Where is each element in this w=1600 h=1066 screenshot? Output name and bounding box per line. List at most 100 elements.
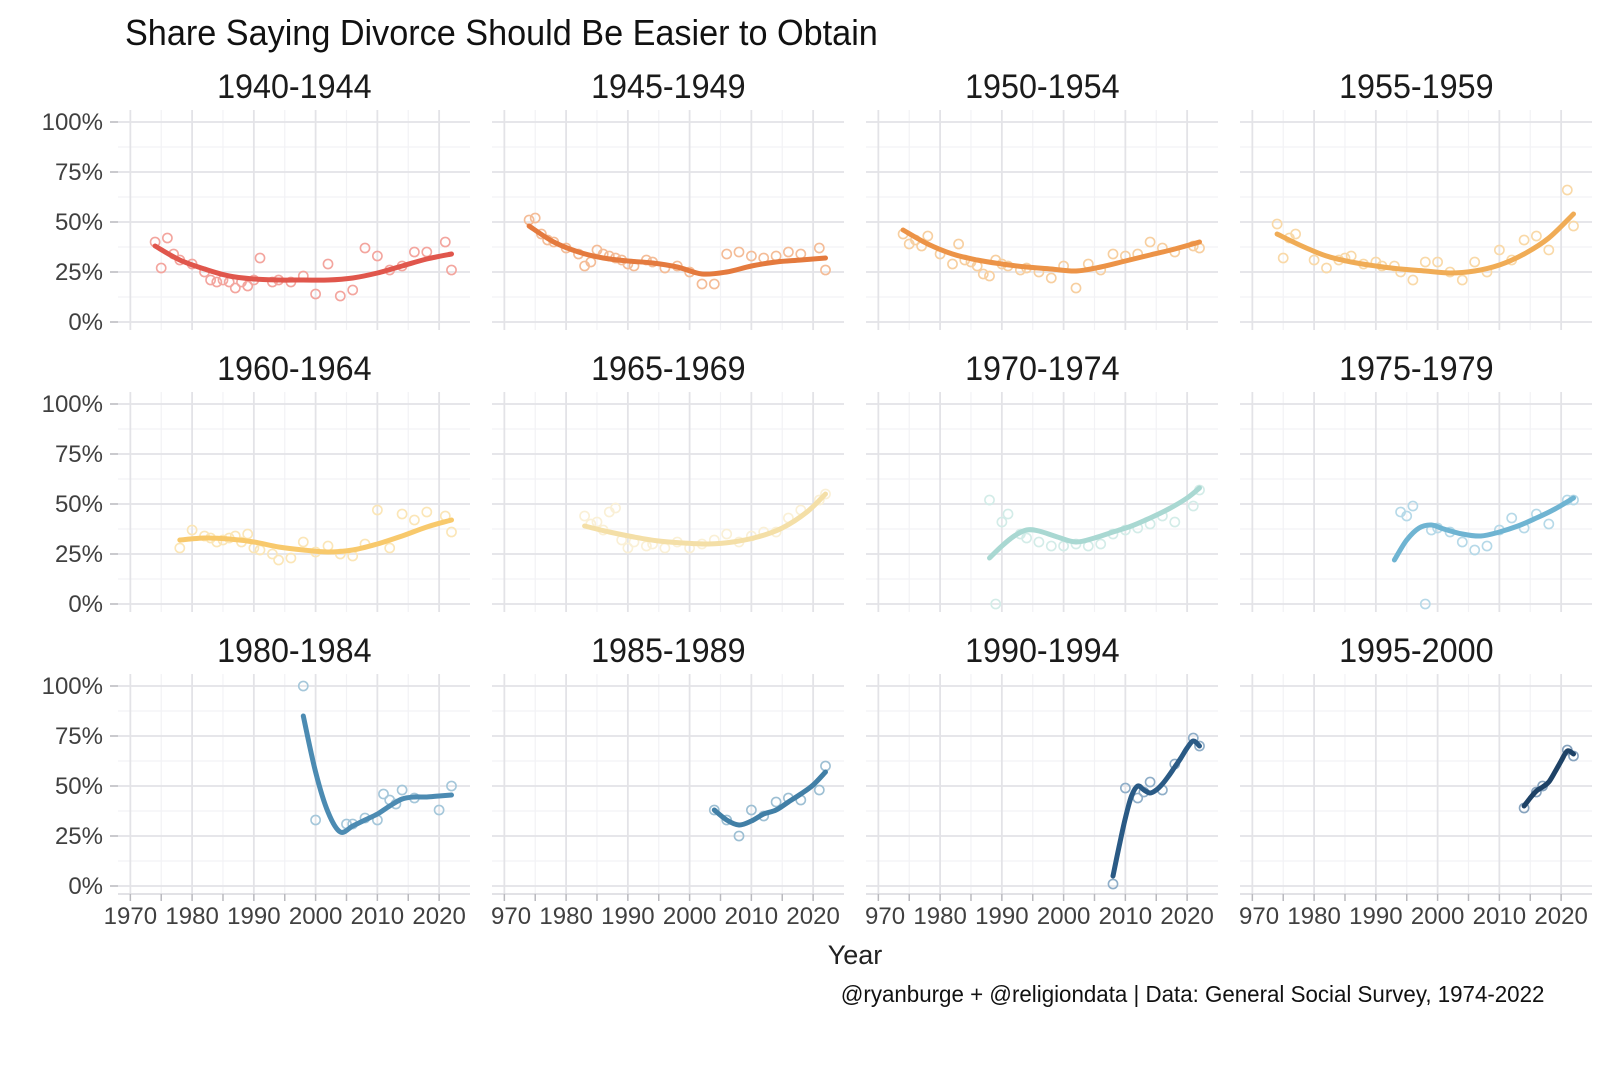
x-axis-title: Year (827, 940, 883, 970)
data-point (977, 268, 989, 280)
facet-plot (1240, 392, 1592, 612)
facet-title: 1945-1949 (590, 67, 746, 106)
data-point (996, 516, 1008, 528)
facet-panel: 1985-1989 1970 1980 1990 2000 2010 2020 (492, 628, 844, 936)
data-point (610, 502, 621, 514)
facet-title: 1980-1984 (216, 631, 372, 670)
data-point (1290, 228, 1301, 240)
data-point (408, 514, 420, 526)
facet-panel: 1970-1974 (866, 346, 1218, 612)
facet-plot: 100% 75% 50% 25% 0% (42, 110, 470, 330)
data-point (659, 542, 671, 554)
y-tick-label: 75% (55, 723, 103, 750)
data-point (1407, 274, 1419, 286)
facet-plot (866, 392, 1218, 612)
data-point (1321, 262, 1332, 274)
facet-plot (1240, 110, 1592, 330)
trend-line (987, 485, 1202, 561)
trend-line (1521, 748, 1576, 809)
data-point (745, 250, 757, 262)
data-point (421, 246, 433, 258)
y-tick-label: 0% (68, 309, 103, 330)
x-tick-label: 2010 (351, 903, 404, 930)
data-point (813, 784, 825, 796)
facet-row: 1980-1984 100% 75% 50% 25% 0% 1970 1980 1990 2000… (8, 628, 1592, 936)
data-point (229, 282, 241, 294)
facet-plot: 1970 1980 1990 2000 2010 2020 (492, 674, 844, 930)
x-tick-label: 2020 (412, 903, 465, 930)
x-tick-label: 1970 (104, 903, 157, 930)
y-tick-label: 75% (55, 159, 103, 186)
data-point (820, 760, 831, 772)
facet-panel: 1945-1949 (492, 64, 844, 330)
facet-title: 1965-1969 (590, 349, 746, 388)
data-point (1506, 512, 1518, 524)
chart-title: Share Saying Divorce Should Be Easier to… (125, 12, 878, 53)
caption: @ryanburge + @religiondata | Data: Gener… (840, 981, 1544, 1007)
data-point (1419, 256, 1431, 268)
facet-panel: 1955-1959 (1240, 64, 1592, 330)
y-tick-label: 25% (55, 823, 103, 850)
data-point (371, 250, 383, 262)
x-tick-label: 2020 (786, 903, 839, 930)
data-point (1481, 540, 1493, 552)
data-point (161, 232, 173, 244)
data-point (640, 540, 652, 552)
data-point (984, 270, 995, 282)
data-point (273, 554, 284, 566)
data-point (334, 290, 346, 302)
data-point (820, 488, 831, 500)
data-point (211, 276, 223, 288)
data-point (446, 264, 457, 276)
data-point (242, 280, 254, 292)
data-point (1144, 236, 1156, 248)
data-point (322, 258, 334, 270)
data-point (1432, 256, 1443, 268)
trend-line (582, 491, 828, 547)
x-tick-label: 2020 (1160, 903, 1213, 930)
facet-title: 1990-1994 (964, 631, 1120, 670)
facet-panel: 1965-1969 (492, 346, 844, 612)
facet-title: 1950-1954 (964, 67, 1120, 106)
facet-panel: 1950-1954 (866, 64, 1218, 330)
x-tick-label: 2010 (1099, 903, 1152, 930)
y-tick-label: 25% (55, 541, 103, 568)
y-tick-label: 50% (55, 209, 103, 236)
data-point (1568, 220, 1579, 232)
data-point (1002, 508, 1014, 520)
data-point (1144, 776, 1156, 788)
x-tick-label: 1970 (492, 903, 531, 930)
facet-row: 1940-1944 100% 75% 50% 25% 0% 1945-1949 1950-19… (8, 64, 1592, 330)
data-point (1518, 234, 1530, 246)
facet-panel: 1980-1984 100% 75% 50% 25% 0% 1970 1980 1990 2000… (8, 628, 470, 936)
data-point (1277, 252, 1289, 264)
data-point (1469, 256, 1481, 268)
x-tick-label: 1990 (1349, 903, 1402, 930)
data-point (953, 238, 964, 250)
y-tick-label: 100% (42, 674, 103, 700)
data-point (1033, 536, 1045, 548)
data-point (371, 504, 383, 516)
data-point (433, 804, 445, 816)
trend-line (152, 243, 454, 283)
data-point (1530, 230, 1542, 242)
trend-line (1110, 738, 1202, 879)
y-tick-label: 75% (55, 441, 103, 468)
facet-panel: 1995-2000 1970 1980 1990 2000 2010 2020 (1240, 628, 1592, 936)
data-point (579, 510, 590, 522)
trend-line (177, 517, 454, 555)
data-point (1543, 244, 1555, 256)
x-tick-label: 1980 (1287, 903, 1340, 930)
facet-panel: 1960-1964 100% 75% 50% 25% 0% (8, 346, 470, 612)
data-point (285, 552, 297, 564)
data-point (1308, 254, 1320, 266)
y-tick-label: 50% (55, 491, 103, 518)
data-point (408, 246, 420, 258)
data-point (1095, 538, 1107, 550)
data-point (1045, 540, 1057, 552)
x-tick-label: 2000 (1411, 903, 1464, 930)
data-point (1045, 272, 1057, 284)
data-point (297, 536, 309, 548)
facet-title: 1970-1974 (964, 349, 1120, 388)
